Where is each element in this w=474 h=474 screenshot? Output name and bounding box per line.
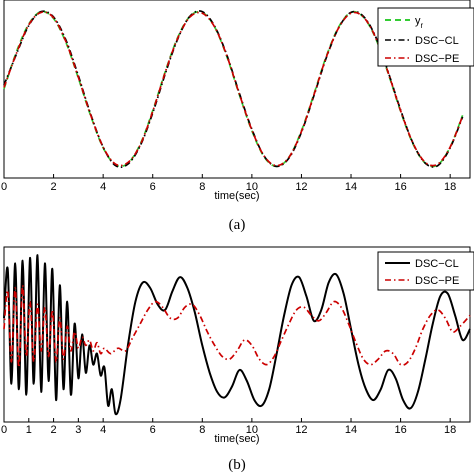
chart-panel-b: 0 1 2 3 4 6 8 10 12 14 16 18 time(sec) DSC−CL DSC−P… [1, 246, 474, 473]
x-tick-label-a-8: 16 [394, 181, 406, 193]
x-tick-label-b-6: 8 [199, 424, 205, 436]
legend-label-yr: yr [415, 15, 424, 30]
x-tick-label-a-2: 4 [100, 181, 106, 193]
x-tick-label-a-7: 14 [345, 181, 357, 193]
x-tick-label-b-3: 3 [75, 424, 81, 436]
x-tick-label-b-7: 10 [246, 424, 258, 436]
legend-label-dsc-pe-a: DSC−PE [415, 53, 459, 65]
x-axis-label-b: time(sec) [214, 433, 259, 445]
x-tick-label-a-4: 8 [199, 181, 205, 193]
legend-a: yr DSC−CL DSC−PE [377, 7, 474, 67]
x-tick-label-b-0: 0 [1, 424, 7, 436]
series-line-b-0 [3, 254, 471, 416]
caption-a: (a) [229, 217, 246, 233]
x-axis-label-a: time(sec) [214, 190, 259, 202]
legend-label-dsc-cl-b: DSC−CL [415, 258, 459, 270]
series-group-a [3, 10, 464, 169]
x-tick-label-b-4: 4 [100, 424, 106, 436]
caption-b: (b) [228, 457, 246, 473]
x-ticks-b: 0 1 2 3 4 6 8 10 12 14 16 18 [1, 418, 456, 436]
x-tick-label-b-9: 14 [345, 424, 357, 436]
series-line-a-2 [3, 11, 464, 167]
x-tick-label-b-2: 2 [51, 424, 57, 436]
legend-box-b [377, 251, 474, 291]
legend-label-dsc-cl-a: DSC−CL [415, 35, 459, 47]
x-tick-label-a-6: 12 [295, 181, 307, 193]
x-tick-label-a-9: 18 [444, 181, 456, 193]
legend-box-a [377, 7, 474, 67]
legend-b: DSC−CL DSC−PE [377, 251, 474, 291]
series-line-b-1 [3, 284, 471, 369]
x-tick-label-a-3: 6 [150, 181, 156, 193]
series-group-b [3, 254, 471, 416]
chart-panel-a: 0 2 4 6 8 10 12 14 16 18 time(sec) yr DSC−CL DSC−… [1, 0, 474, 233]
x-tick-label-b-11: 18 [444, 424, 456, 436]
legend-label-yr-subscript: r [421, 21, 424, 30]
x-tick-label-a-5: 10 [246, 181, 258, 193]
x-tick-label-a-1: 2 [51, 181, 57, 193]
x-tick-label-b-5: 6 [150, 424, 156, 436]
x-ticks-a: 0 2 4 6 8 10 12 14 16 18 [1, 174, 456, 193]
legend-label-dsc-pe-b: DSC−PE [415, 275, 459, 287]
x-tick-label-b-8: 12 [295, 424, 307, 436]
x-tick-label-b-1: 1 [26, 424, 32, 436]
x-tick-label-b-10: 16 [394, 424, 406, 436]
x-tick-label-a-0: 0 [1, 181, 7, 193]
